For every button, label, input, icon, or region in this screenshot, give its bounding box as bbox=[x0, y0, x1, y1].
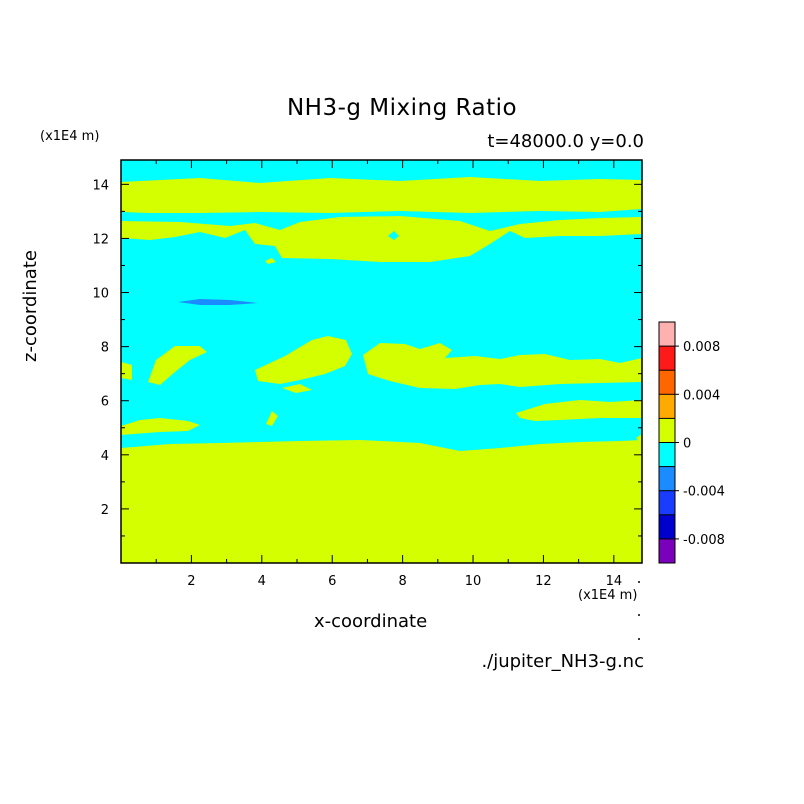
y-axis-unit-label: (x1E4 m) bbox=[40, 129, 100, 144]
colorbar: 0.008 0.004 0 -0.004 -0.008 bbox=[658, 321, 725, 564]
colorbar-band bbox=[659, 370, 675, 395]
x-axis-ticks: 2 4 6 8 10 12 14 bbox=[155, 160, 623, 589]
y-tick-label: 12 bbox=[92, 232, 109, 247]
y-tick-label: 4 bbox=[101, 449, 109, 464]
source-file-label: ./jupiter_NH3-g.nc bbox=[481, 651, 644, 672]
field-region-positive-top bbox=[121, 177, 642, 213]
marker-dot bbox=[638, 638, 640, 640]
x-tick-label: 8 bbox=[398, 574, 406, 589]
y-tick-label: 14 bbox=[92, 178, 109, 193]
field-region-positive-patch bbox=[363, 343, 642, 389]
x-tick-label: 2 bbox=[187, 574, 195, 589]
plot-frame bbox=[120, 159, 643, 564]
y-tick-label: 8 bbox=[101, 341, 109, 356]
x-tick-label: 6 bbox=[328, 574, 336, 589]
field-region-positive-lower-left bbox=[121, 418, 200, 435]
colorbar-band bbox=[659, 346, 675, 371]
field-region-positive-patch bbox=[282, 384, 312, 393]
x-tick-label: 12 bbox=[535, 574, 552, 589]
colorbar-band bbox=[659, 490, 675, 515]
colorbar-tick-label: 0.004 bbox=[683, 388, 720, 403]
y-tick-label: 2 bbox=[101, 503, 109, 518]
field-region-positive-lower-right bbox=[516, 400, 642, 421]
colorbar-tick-label: 0 bbox=[683, 437, 691, 452]
field-region-positive-speck bbox=[265, 258, 276, 264]
colorbar-band bbox=[659, 442, 675, 467]
axis-marker-dots bbox=[638, 581, 640, 640]
plot-area bbox=[120, 159, 643, 564]
field-region-positive-small bbox=[266, 411, 278, 426]
field-region-positive-left bbox=[121, 362, 132, 380]
marker-dot bbox=[638, 614, 640, 616]
colorbar-tick-label: -0.004 bbox=[683, 485, 725, 500]
field-region-min-pocket bbox=[178, 299, 258, 305]
colorbar-band bbox=[659, 394, 675, 419]
x-axis-label: x-coordinate bbox=[314, 611, 428, 632]
field-region-positive-edge bbox=[636, 434, 642, 444]
colorbar-tick-label: -0.008 bbox=[683, 533, 725, 548]
colorbar-tick-label: 0.008 bbox=[683, 340, 720, 355]
colorbar-band bbox=[659, 538, 675, 563]
colorbar-band bbox=[659, 418, 675, 443]
y-tick-label: 6 bbox=[101, 395, 109, 410]
colorbar-band bbox=[659, 466, 675, 491]
field-region-positive-patch bbox=[148, 346, 207, 385]
field-region-positive-bottom bbox=[121, 440, 642, 563]
x-tick-label: 4 bbox=[258, 574, 266, 589]
field-region-negative-hole bbox=[388, 231, 399, 240]
colorbar-band bbox=[659, 514, 675, 539]
x-tick-label: 14 bbox=[606, 574, 623, 589]
field-region-positive-patch bbox=[255, 336, 352, 384]
field-region-positive-upper bbox=[121, 216, 642, 262]
time-position-label: t=48000.0 y=0.0 bbox=[487, 131, 644, 152]
y-tick-label: 10 bbox=[92, 287, 109, 302]
y-axis-ticks: 2 4 6 8 10 12 14 bbox=[92, 178, 642, 537]
x-axis-unit-label: (x1E4 m) bbox=[578, 588, 638, 603]
colorbar-band bbox=[659, 322, 675, 347]
chart-title: NH3-g Mixing Ratio bbox=[286, 95, 518, 121]
x-tick-label: 10 bbox=[465, 574, 482, 589]
marker-dot bbox=[638, 581, 640, 583]
